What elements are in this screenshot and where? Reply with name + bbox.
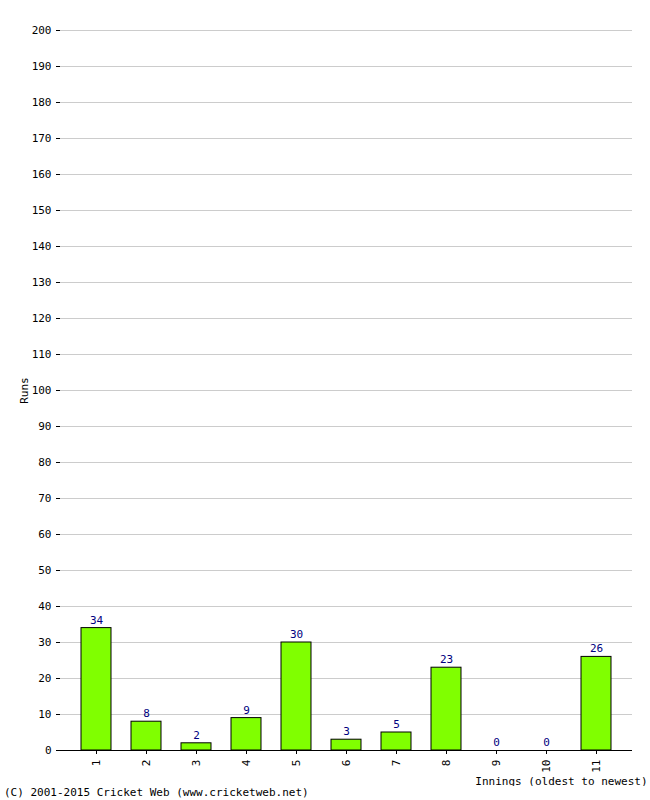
svg-text:130: 130: [32, 276, 52, 289]
svg-text:140: 140: [32, 240, 52, 253]
svg-text:Runs: Runs: [18, 377, 31, 404]
svg-text:4: 4: [240, 759, 253, 766]
svg-text:0: 0: [543, 736, 550, 749]
svg-text:30: 30: [290, 628, 303, 641]
svg-text:170: 170: [32, 132, 52, 145]
svg-text:70: 70: [38, 492, 51, 505]
svg-text:34: 34: [90, 614, 104, 627]
svg-text:100: 100: [32, 384, 52, 397]
svg-text:11: 11: [590, 760, 603, 773]
html-text:(C) 2001-2015 Cricket Web (www: (C) 2001-2015 Cricket Web (www.cricketwe…: [4, 786, 309, 799]
svg-text:190: 190: [32, 60, 52, 73]
svg-text:0: 0: [493, 736, 500, 749]
svg-text:5: 5: [290, 760, 303, 767]
svg-text:1: 1: [90, 760, 103, 767]
svg-text:7: 7: [390, 760, 403, 767]
svg-text:20: 20: [38, 672, 51, 685]
svg-text:90: 90: [38, 420, 51, 433]
svg-text:Innings (oldest to newest): Innings (oldest to newest): [475, 775, 647, 787]
svg-text:180: 180: [32, 96, 52, 109]
svg-text:26: 26: [590, 642, 603, 655]
svg-text:3: 3: [190, 760, 203, 767]
svg-text:30: 30: [38, 636, 51, 649]
svg-text:80: 80: [38, 456, 51, 469]
svg-text:10: 10: [38, 708, 51, 721]
svg-text:160: 160: [32, 168, 52, 181]
svg-text:60: 60: [38, 528, 51, 541]
svg-text:23: 23: [440, 653, 453, 666]
svg-text:40: 40: [38, 600, 51, 613]
svg-text:5: 5: [393, 718, 400, 731]
svg-text:110: 110: [32, 348, 52, 361]
svg-text:8: 8: [143, 707, 150, 720]
svg-text:8: 8: [440, 760, 453, 767]
svg-text:50: 50: [38, 564, 51, 577]
svg-text:9: 9: [490, 760, 503, 767]
svg-text:120: 120: [32, 312, 52, 325]
svg-text:200: 200: [32, 24, 52, 37]
svg-text:150: 150: [32, 204, 52, 217]
svg-text:6: 6: [340, 760, 353, 767]
svg-text:2: 2: [140, 760, 153, 767]
svg-text:9: 9: [243, 704, 250, 717]
svg-text:10: 10: [540, 760, 553, 773]
svg-text:2: 2: [193, 729, 200, 742]
svg-text:0: 0: [45, 744, 52, 757]
svg-text:3: 3: [343, 725, 350, 738]
